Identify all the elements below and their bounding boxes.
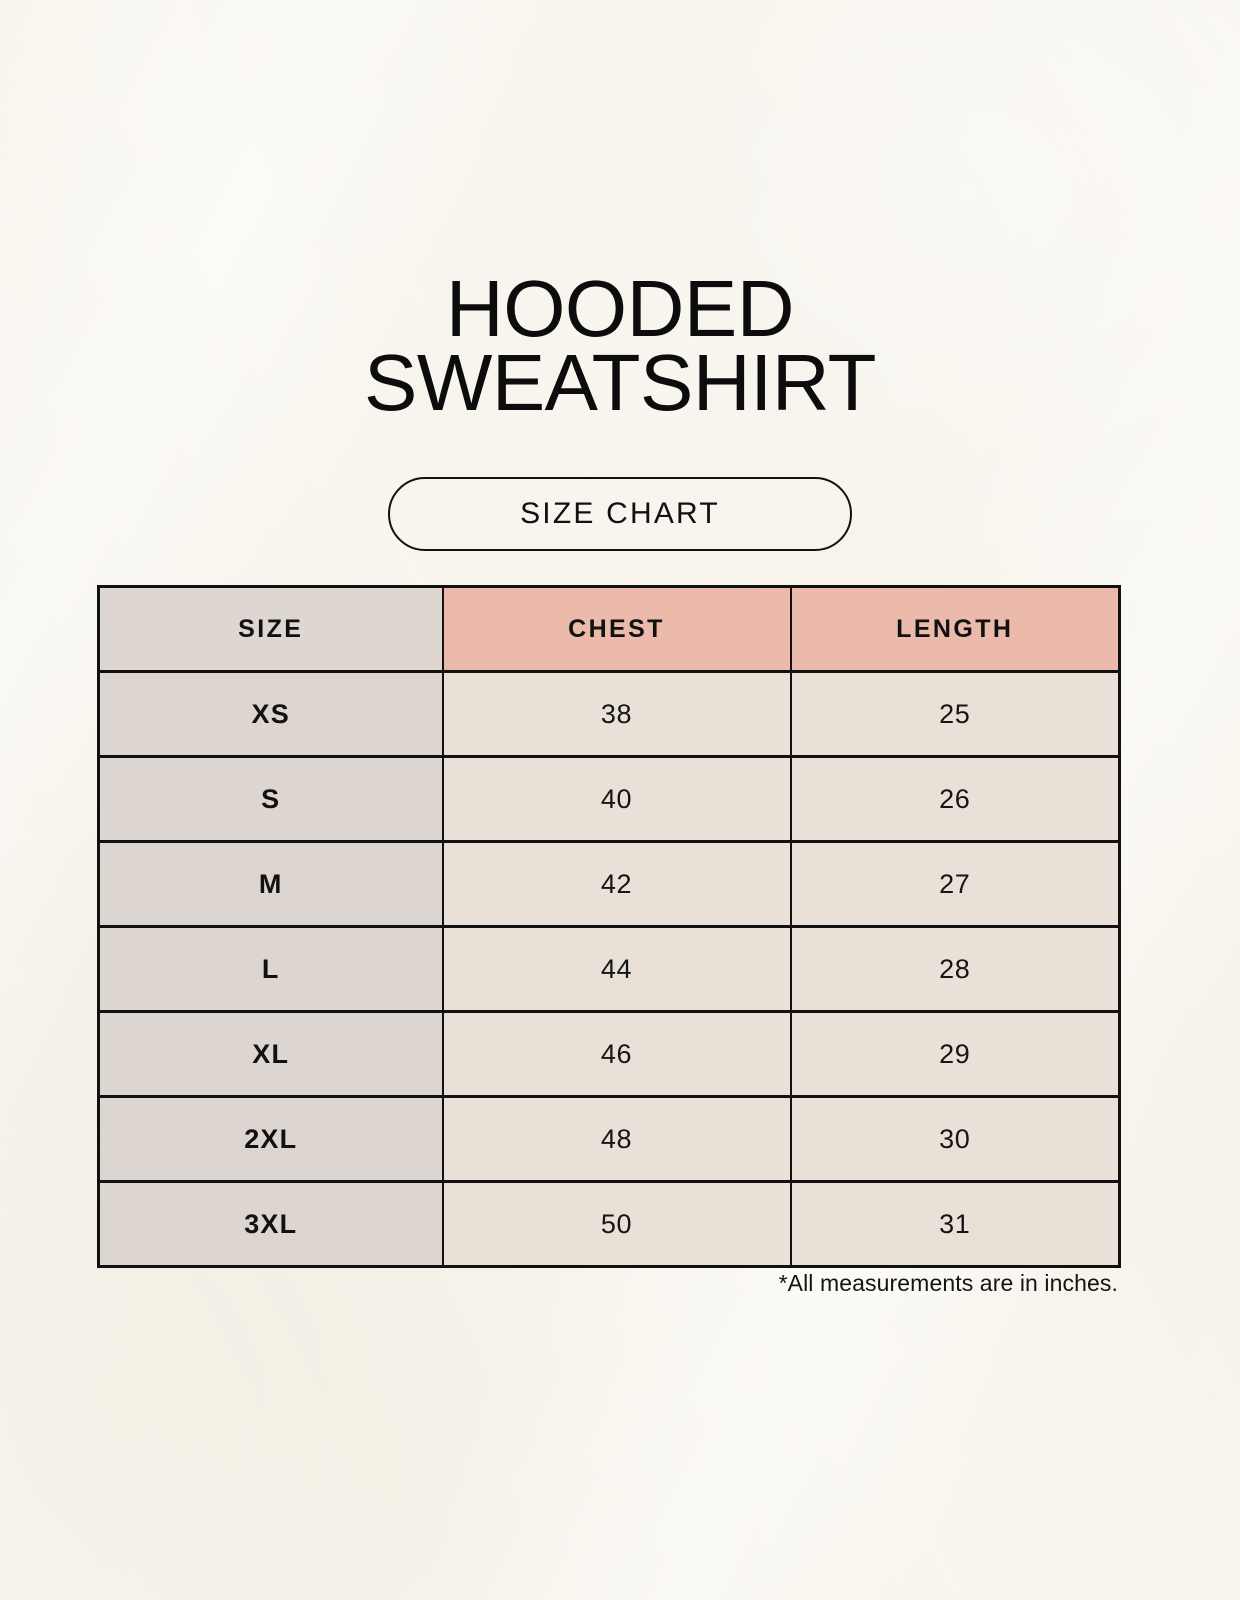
cell-chest: 44 — [441, 925, 792, 1013]
column-header-size: SIZE — [97, 585, 444, 673]
cell-length: 28 — [789, 925, 1121, 1013]
size-chart-badge-label: SIZE CHART — [520, 496, 720, 530]
cell-length: 31 — [789, 1180, 1121, 1268]
table-row: 3XL 50 31 — [97, 1180, 1121, 1268]
cell-size: 2XL — [97, 1095, 444, 1183]
cell-length: 29 — [789, 1010, 1121, 1098]
cell-size: XL — [97, 1010, 444, 1098]
measurement-unit-footnote: *All measurements are in inches. — [778, 1270, 1118, 1296]
cell-chest: 50 — [441, 1180, 792, 1268]
size-table-body: XS 38 25 S 40 26 M 42 27 L 44 28 — [97, 670, 1121, 1268]
table-row: M 42 27 — [97, 840, 1121, 928]
page-title: HOODED SWEATSHIRT — [363, 264, 877, 428]
cell-chest: 40 — [441, 755, 792, 843]
table-header-row: SIZE CHEST LENGTH — [97, 585, 1121, 673]
size-table-head: SIZE CHEST LENGTH — [97, 585, 1121, 673]
cell-size: XS — [97, 670, 444, 758]
size-chart-badge: SIZE CHART — [388, 476, 852, 551]
header-block: HOODED SWEATSHIRT SIZE CHART — [0, 264, 1240, 551]
table-row: XL 46 29 — [97, 1010, 1121, 1098]
cell-chest: 48 — [441, 1095, 792, 1183]
cell-chest: 42 — [441, 840, 792, 928]
column-header-chest: CHEST — [441, 585, 792, 673]
cell-chest: 38 — [441, 670, 792, 758]
cell-size: 3XL — [97, 1180, 444, 1268]
cell-length: 26 — [789, 755, 1121, 843]
table-row: XS 38 25 — [97, 670, 1121, 758]
cell-length: 27 — [789, 840, 1121, 928]
cell-chest: 46 — [441, 1010, 792, 1098]
badge-row: SIZE CHART — [0, 476, 1240, 551]
table-row: L 44 28 — [97, 925, 1121, 1013]
column-header-length: LENGTH — [789, 585, 1121, 673]
cell-size: S — [97, 755, 444, 843]
table-row: 2XL 48 30 — [97, 1095, 1121, 1183]
cell-length: 25 — [789, 670, 1121, 758]
cell-length: 30 — [789, 1095, 1121, 1183]
cell-size: M — [97, 840, 444, 928]
table-row: S 40 26 — [97, 755, 1121, 843]
cell-size: L — [97, 925, 444, 1013]
size-table-container: SIZE CHEST LENGTH XS 38 25 S 40 26 M — [97, 585, 1121, 1268]
size-table: SIZE CHEST LENGTH XS 38 25 S 40 26 M — [97, 585, 1121, 1268]
